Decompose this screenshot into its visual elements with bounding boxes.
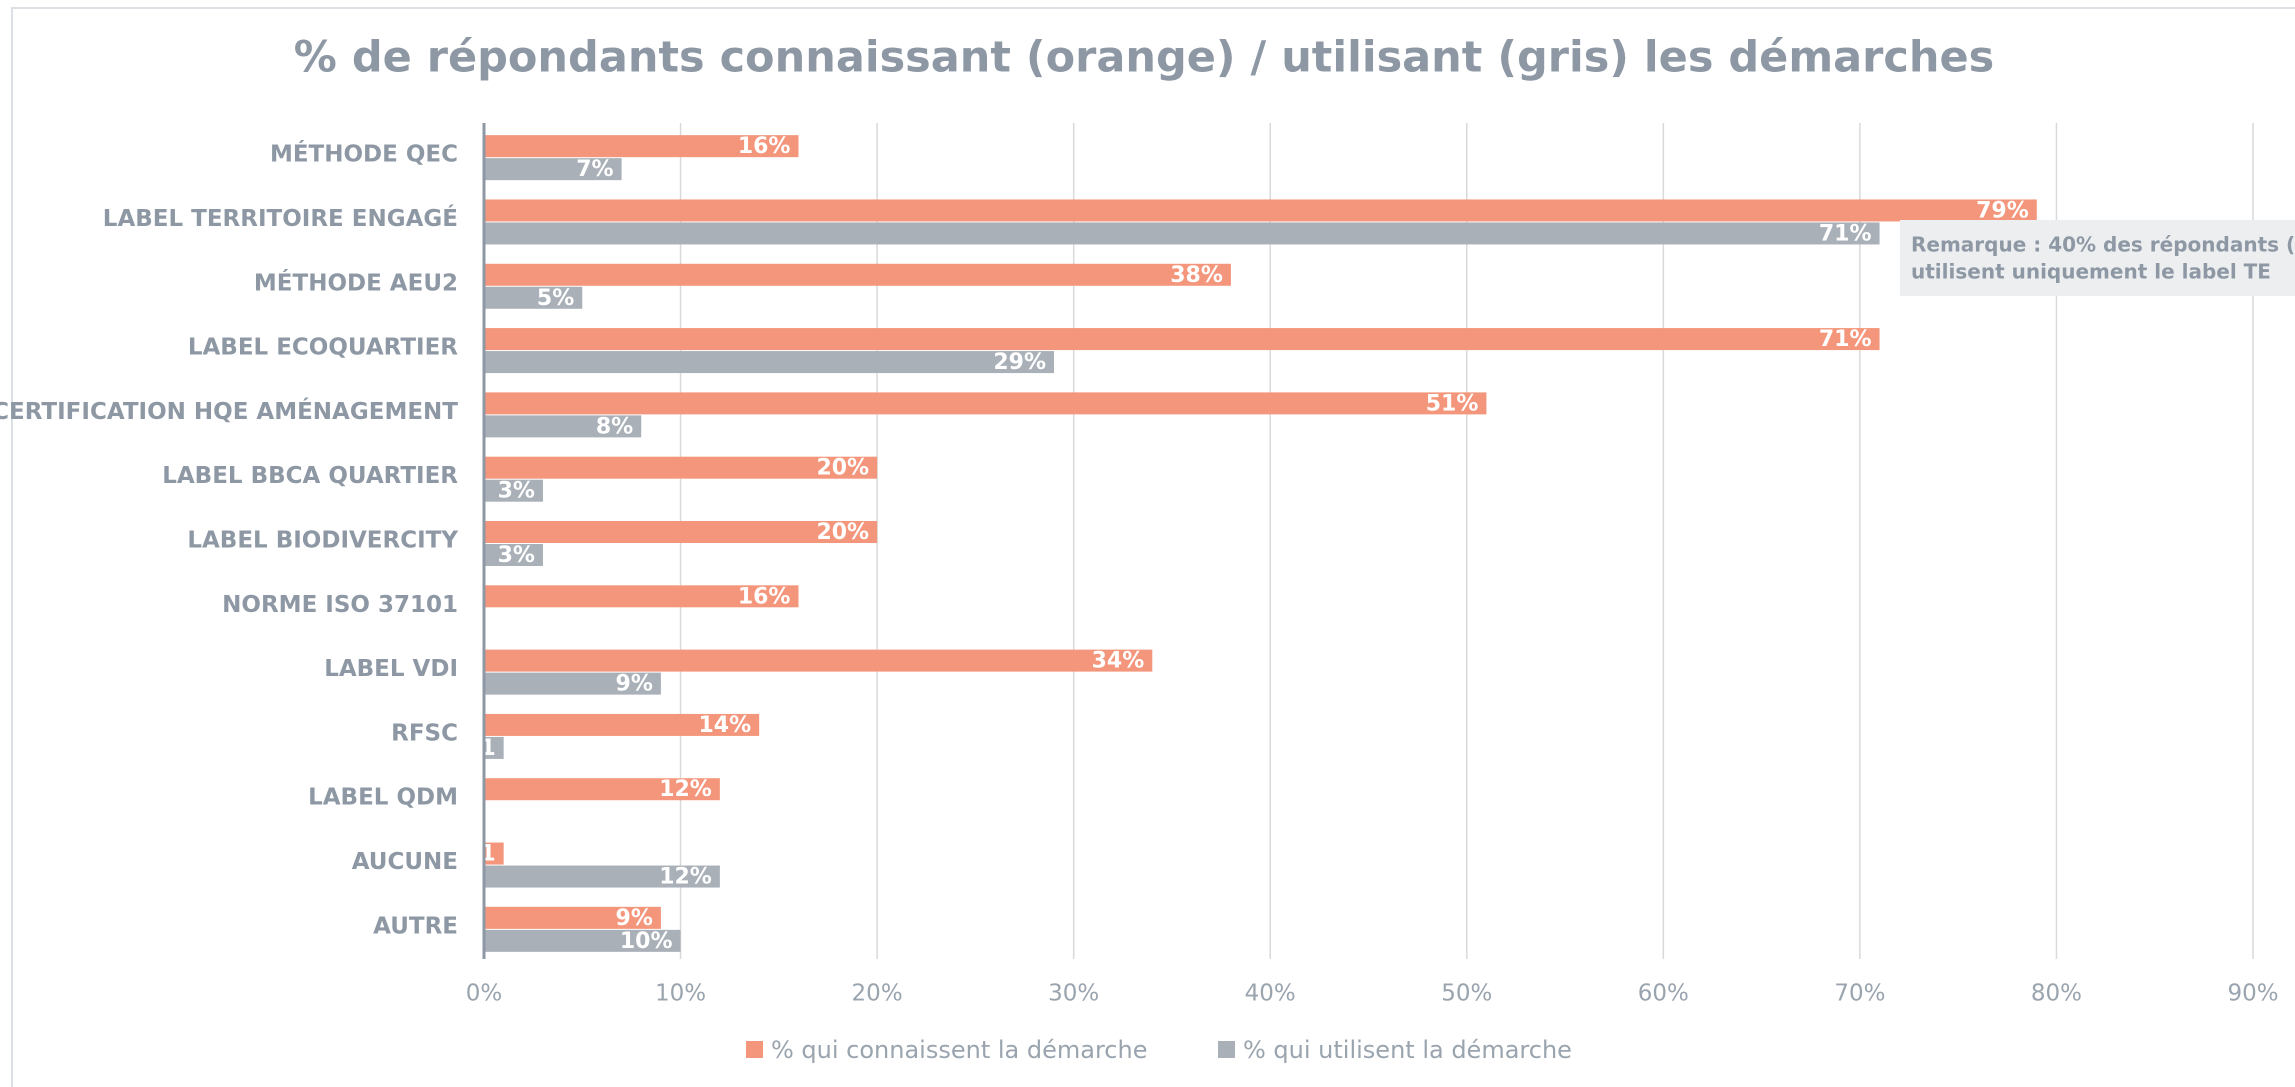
- bar: [484, 328, 1880, 351]
- bar: [484, 672, 661, 695]
- data-label: 79%: [1976, 198, 2029, 223]
- data-label: 9%: [616, 672, 653, 697]
- bar: [484, 456, 878, 479]
- x-tick-label: 30%: [1048, 981, 1099, 1007]
- bar: [484, 222, 1880, 245]
- data-label: 14%: [699, 713, 752, 738]
- category-label: MÉTHODE QEC: [270, 140, 458, 168]
- category-label: LABEL BIODIVERCITY: [187, 528, 458, 554]
- chart-frame: [11, 7, 2295, 1087]
- bar: [484, 158, 622, 181]
- bar: [484, 736, 504, 759]
- category-label: MÉTHODE AEU2: [254, 268, 458, 296]
- bar: [484, 713, 760, 736]
- data-label: 20%: [816, 520, 869, 545]
- x-tick-label: 80%: [2031, 981, 2082, 1007]
- data-label: 3%: [498, 479, 535, 504]
- data-label: 8%: [596, 414, 633, 439]
- legend-swatch: [746, 1041, 763, 1058]
- bar: [484, 135, 799, 158]
- category-label: LABEL ECOQUARTIER: [188, 335, 458, 361]
- data-label: 16%: [738, 134, 791, 159]
- data-label: 20%: [816, 456, 869, 481]
- annotation-box: [1900, 220, 2295, 296]
- x-tick-label: 20%: [852, 981, 903, 1007]
- data-label: 71%: [1819, 327, 1872, 352]
- data-label: 71%: [1819, 221, 1872, 246]
- bar: [484, 585, 799, 608]
- x-tick-label: 60%: [1638, 981, 1689, 1007]
- data-label: 7%: [576, 157, 613, 182]
- x-tick-label: 70%: [1834, 981, 1885, 1007]
- x-tick-label: 40%: [1245, 981, 1296, 1007]
- data-label: 3%: [498, 543, 535, 568]
- bar: [484, 865, 720, 888]
- category-label: LABEL TERRITOIRE ENGAGÉ: [103, 204, 458, 232]
- data-label: 12%: [659, 777, 712, 802]
- legend-label: % qui connaissent la démarche: [771, 1036, 1147, 1064]
- data-label: 29%: [993, 350, 1046, 375]
- x-tick-label: 10%: [655, 981, 706, 1007]
- bar: [484, 544, 543, 566]
- data-label: 9%: [616, 906, 653, 931]
- bar: [484, 649, 1153, 672]
- bar: [484, 521, 878, 543]
- bar: [484, 929, 681, 952]
- category-label: LABEL BBCA QUARTIER: [162, 463, 458, 489]
- bar: [484, 351, 1055, 374]
- category-label: NORME ISO 37101: [222, 592, 458, 618]
- data-label: 16%: [738, 584, 791, 609]
- bar: [484, 479, 543, 502]
- legend-label: % qui utilisent la démarche: [1243, 1036, 1572, 1064]
- x-tick-label: 90%: [2227, 981, 2278, 1007]
- data-label: 34%: [1092, 649, 1145, 674]
- data-label: 12%: [659, 865, 712, 890]
- bar: [484, 778, 720, 801]
- category-label: AUCUNE: [352, 849, 458, 875]
- bar: [484, 263, 1231, 286]
- bar: [484, 415, 642, 438]
- data-label: 10%: [620, 929, 673, 954]
- legend-swatch: [1218, 1041, 1235, 1058]
- x-tick-label: 50%: [1441, 981, 1492, 1007]
- data-label: 5%: [537, 286, 574, 311]
- data-label: 51%: [1426, 391, 1479, 416]
- category-label: AUTRE: [373, 913, 458, 939]
- annotation-text: Remarque : 40% des répondants (31: [1911, 233, 2295, 257]
- chart-title: % de répondants connaissant (orange) / u…: [294, 33, 1994, 83]
- x-tick-label: 0%: [466, 981, 503, 1007]
- category-label: CERTIFICATION HQE AMÉNAGEMENT: [0, 397, 458, 425]
- data-label: 38%: [1170, 263, 1223, 288]
- bar: [484, 392, 1487, 415]
- bar: [484, 199, 2037, 222]
- bar: [484, 842, 504, 865]
- bar: [484, 286, 583, 309]
- bar: [484, 906, 661, 929]
- category-label: RFSC: [391, 720, 458, 746]
- annotation-text: utilisent uniquement le label TE: [1911, 260, 2271, 284]
- category-label: LABEL VDI: [324, 656, 458, 682]
- category-label: LABEL QDM: [308, 785, 458, 811]
